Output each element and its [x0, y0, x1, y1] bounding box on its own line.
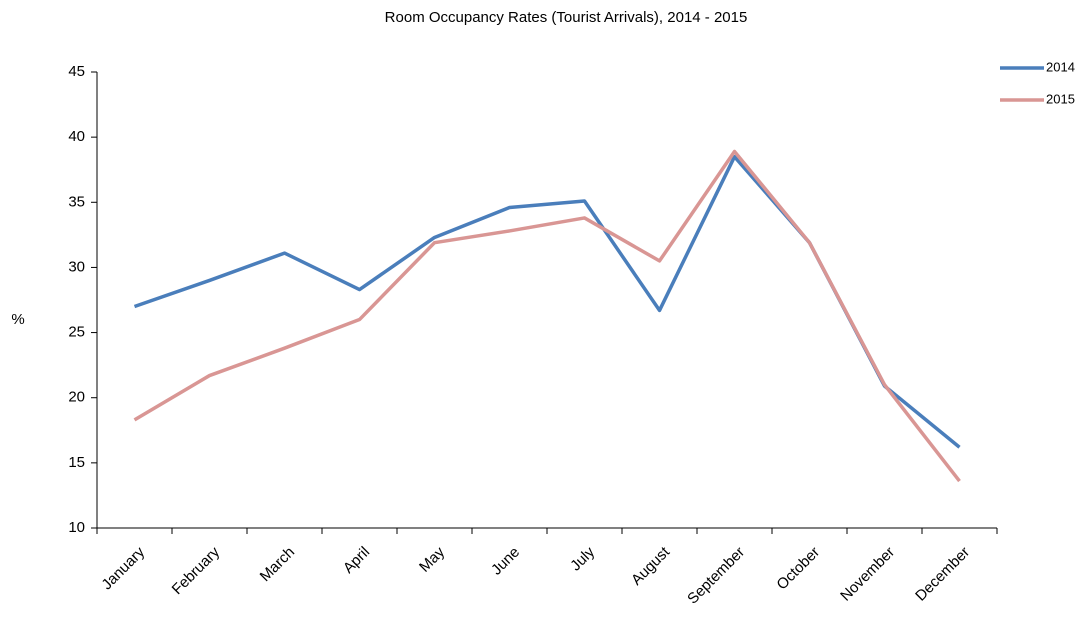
x-tick-label: December: [912, 544, 973, 605]
y-tick-label: 45: [68, 63, 85, 80]
legend-label: 2014: [1046, 59, 1075, 74]
x-tick-label: April: [340, 544, 373, 577]
y-tick-label: 40: [68, 128, 85, 145]
x-tick-label: June: [488, 544, 523, 579]
x-tick-label: March: [257, 544, 298, 585]
x-tick-label: October: [773, 544, 823, 594]
y-tick-label: 15: [68, 454, 85, 471]
chart-title: Room Occupancy Rates (Tourist Arrivals),…: [385, 9, 748, 26]
x-tick-label: July: [567, 543, 598, 574]
series-line: [133, 154, 961, 449]
series-line: [133, 149, 961, 483]
y-tick-label: 25: [68, 324, 85, 341]
x-tick-label: August: [628, 543, 674, 589]
x-tick-label: November: [837, 544, 898, 605]
x-tick-label: January: [98, 543, 148, 593]
y-tick-label: 35: [68, 193, 85, 210]
x-tick-label: September: [684, 544, 748, 608]
legend-label: 2015: [1046, 91, 1075, 106]
y-tick-label: 20: [68, 389, 85, 406]
y-tick-label: 10: [68, 519, 85, 536]
y-axis-label: %: [11, 311, 24, 328]
x-tick-label: February: [169, 543, 224, 598]
x-tick-label: May: [416, 543, 448, 575]
y-tick-label: 30: [68, 258, 85, 275]
